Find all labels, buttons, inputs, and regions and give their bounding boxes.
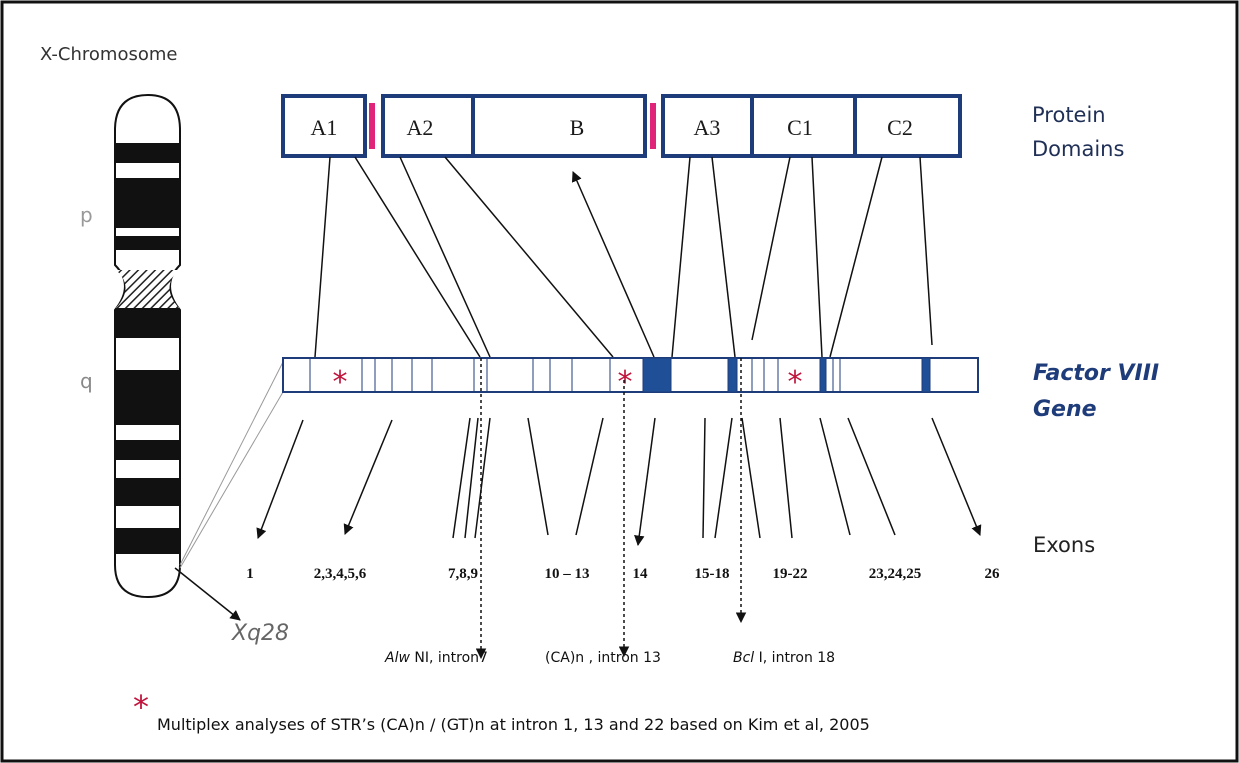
exon-group: 2,3,4,5,6 [314,566,367,582]
exon-group: 7,8,9 [448,566,478,582]
domain: A3 [694,115,721,140]
b-arrow [571,171,655,358]
marker-arrows [475,358,747,660]
chromosome-title: X-Chromosome [40,44,177,65]
gene-bar [282,357,979,393]
locus-label: Xq28 [231,621,289,646]
exon-group: 26 [985,566,1001,582]
gene-label: Factor VIII [1033,361,1159,386]
str-star: * [618,365,633,400]
exons-label: Exons [1033,533,1095,557]
str-star: * [788,365,803,400]
domain: A1 [311,115,338,140]
exon-group: 23,24,25 [869,566,922,582]
mapping-lines [314,156,933,358]
domain: C1 [787,115,813,140]
domain: B [570,115,585,140]
domains-label: Protein [1032,103,1106,127]
domain-boxes [281,94,962,158]
marker-text: (CA)n , intron 13 [545,650,661,666]
exon-group: 1 [246,566,254,582]
arm-q: q [80,369,93,393]
zoom-line [179,361,284,566]
exon-group: 10 – 13 [545,566,590,582]
linker [650,103,656,149]
domain: A2 [407,115,434,140]
marker-italic: Bcl [733,650,754,666]
footnote-star: * [133,688,149,726]
locus-arrow [174,567,241,621]
marker-text: I, intron 18 [754,650,835,666]
exon-group: 15-18 [695,566,730,582]
marker-label: Bcl I, intron 18 [733,650,835,666]
exon-lines [256,417,982,547]
arm-p: p [80,203,93,227]
marker-text: NI, intron7 [410,650,488,666]
domain: C2 [887,115,913,140]
exon-group: 19-22 [773,566,808,582]
str-star: * [333,365,348,400]
exon-group: 14 [633,566,649,582]
marker-italic: Alw [384,650,410,666]
domains-label: Domains [1032,137,1124,161]
linker [369,103,375,149]
chromosome [114,93,181,599]
footnote: Multiplex analyses of STR’s (CA)n / (GT)… [157,715,870,734]
marker-label: Alw NI, intron7 [384,650,488,666]
gene-label: Gene [1033,397,1097,422]
zoom-line [179,391,284,569]
marker-label: (CA)n , intron 13 [545,650,661,666]
